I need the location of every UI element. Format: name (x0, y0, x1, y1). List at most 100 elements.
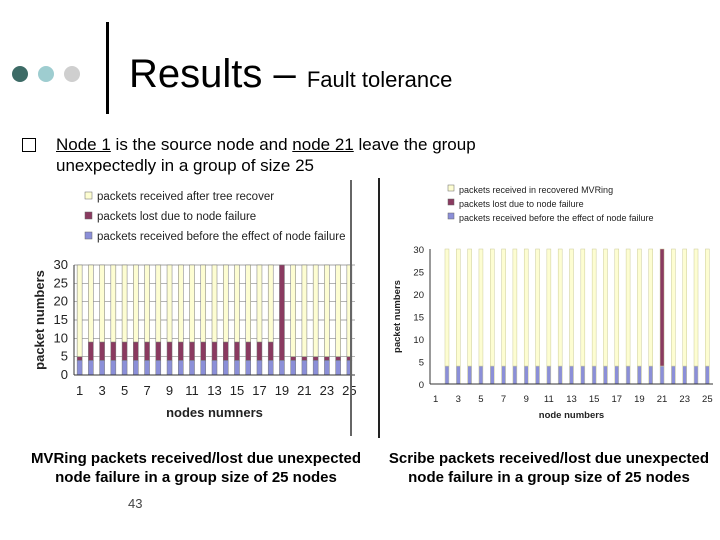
bar-segment (155, 341, 162, 361)
legend-label: packets lost due to node failure (459, 199, 584, 209)
bar-segment (324, 356, 330, 361)
bar-segment (546, 365, 552, 385)
bar-segment (591, 365, 597, 385)
bar-segment (267, 360, 274, 376)
bar-segment (693, 365, 699, 385)
x-tick-label: 9 (166, 383, 173, 398)
bar-segment (637, 248, 642, 367)
bar-segment (501, 365, 506, 385)
bar-segment (166, 360, 173, 376)
bar-segment (279, 264, 285, 361)
bar-segment (245, 341, 251, 361)
bar-segment (234, 264, 240, 343)
x-tick-label: 5 (478, 394, 483, 405)
x-tick-label: 7 (143, 383, 150, 398)
y-tick-label: 5 (419, 358, 424, 369)
x-tick-label: 1 (433, 394, 438, 405)
bullet-node21: node 21 (292, 135, 354, 154)
chart1-border (350, 180, 352, 436)
bar-segment (625, 248, 631, 367)
bar-segment (478, 248, 484, 367)
bar-segment (301, 264, 308, 357)
bar-segment (682, 365, 687, 385)
x-tick-label: 5 (121, 383, 128, 398)
x-tick-label: 21 (297, 383, 311, 398)
bar-segment (535, 248, 540, 367)
bar-segment (467, 248, 472, 367)
bar-segment (324, 360, 330, 376)
bar-segment (301, 356, 308, 361)
bar-segment (523, 248, 529, 367)
bar-segment (648, 365, 653, 385)
bar-segment (512, 248, 518, 367)
title-divider (106, 22, 109, 114)
bar-segment (133, 360, 139, 376)
bar-segment (76, 264, 83, 357)
y-tick-label: 10 (54, 330, 68, 345)
legend-label: packets received before the effect of no… (459, 213, 653, 223)
bar-segment (200, 264, 207, 343)
bar-segment (456, 248, 461, 367)
bar-segment (456, 365, 461, 385)
caption-left: MVRing packets received/lost due unexpec… (30, 450, 362, 486)
bar-segment (222, 341, 229, 361)
y-tick-label: 30 (54, 257, 68, 272)
bar-segment (222, 264, 229, 343)
bar-segment (189, 341, 195, 361)
bar-segment (501, 248, 506, 367)
bar-segment (671, 248, 676, 367)
bullet-text: Node 1 is the source node and node 21 le… (56, 134, 526, 176)
x-tick-label: 3 (98, 383, 105, 398)
bar-segment (603, 365, 608, 385)
bar-segment (614, 248, 620, 367)
bar-segment (166, 264, 173, 343)
bar-segment (591, 248, 597, 367)
bar-segment (467, 365, 472, 385)
bar-segment (144, 264, 150, 343)
x-tick-label: 15 (589, 394, 600, 405)
bullet-box-icon (22, 138, 36, 152)
x-tick-label: 23 (320, 383, 334, 398)
y-tick-label: 20 (54, 294, 68, 309)
y-tick-label: 30 (413, 245, 424, 256)
bar-segment (155, 360, 162, 376)
legend-swatch (447, 198, 455, 206)
bar-segment (133, 264, 139, 343)
x-tick-label: 17 (252, 383, 266, 398)
title-sub: Fault tolerance (306, 67, 453, 92)
x-tick-label: 25 (342, 383, 356, 398)
bar-segment (256, 360, 263, 376)
bar-segment (110, 264, 117, 343)
bar-segment (121, 341, 128, 361)
y-axis-label: packet numbers (32, 270, 47, 370)
bar-segment (580, 248, 586, 367)
x-tick-label: 13 (207, 383, 221, 398)
y-tick-label: 25 (54, 275, 68, 290)
bar-segment (557, 365, 563, 385)
bar-segment (637, 365, 642, 385)
bar-segment (444, 248, 450, 367)
bar-segment (245, 264, 251, 343)
x-tick-label: 3 (456, 394, 461, 405)
bar-segment (110, 360, 117, 376)
bar-segment (444, 365, 450, 385)
bar-segment (234, 341, 240, 361)
x-tick-label: 7 (501, 394, 506, 405)
y-tick-label: 0 (419, 380, 424, 391)
caption-right: Scribe packets received/lost due unexpec… (388, 450, 710, 486)
x-tick-label: 1 (76, 383, 83, 398)
bar-segment (290, 356, 296, 361)
bar-segment (279, 360, 285, 376)
bar-segment (211, 360, 218, 376)
legend-swatch (447, 212, 455, 220)
bar-segment (267, 264, 274, 343)
bar-segment (99, 341, 105, 361)
bar-segment (546, 248, 552, 367)
bar-segment (256, 341, 263, 361)
bar-segment (245, 360, 251, 376)
bar-segment (523, 365, 529, 385)
bullet-part2: is the source node and (110, 135, 293, 154)
x-tick-label: 19 (634, 394, 645, 405)
bar-segment (110, 341, 117, 361)
x-tick-label: 21 (657, 394, 668, 405)
